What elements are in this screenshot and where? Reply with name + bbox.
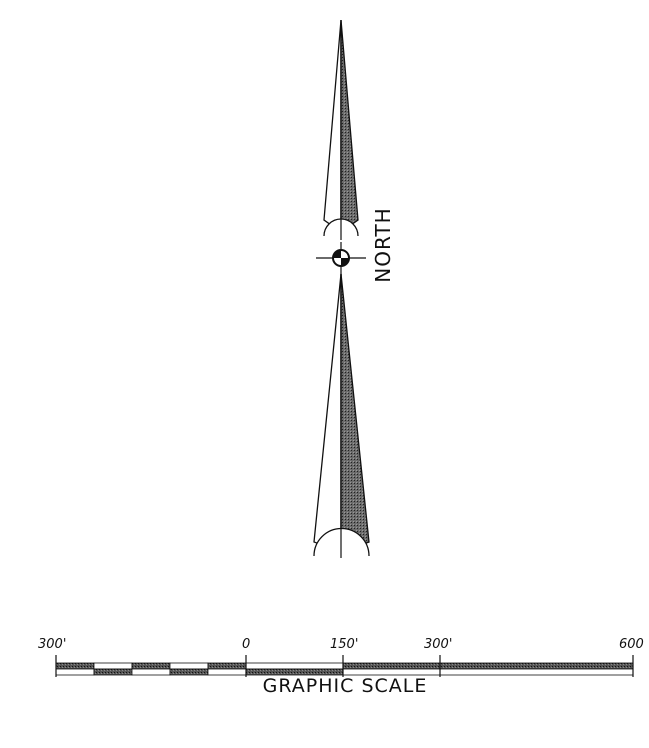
- scale-tick-label-0: 0: [242, 637, 251, 652]
- scale-bar-ticks: [55, 655, 634, 677]
- scale-tick-label-600: 600: [619, 637, 644, 652]
- scale-tick-label-300-left: 300': [38, 637, 67, 652]
- scale-tick-label-300-right: 300': [424, 637, 453, 652]
- scale-bar-segments: [55, 662, 634, 676]
- north-needle-upper: [323, 19, 359, 240]
- scale-tick-label-150: 150': [330, 637, 359, 652]
- graphic-scale-title: GRAPHIC SCALE: [262, 675, 428, 697]
- north-arrow-center-target: [316, 242, 366, 276]
- north-needle-lower: [313, 273, 370, 558]
